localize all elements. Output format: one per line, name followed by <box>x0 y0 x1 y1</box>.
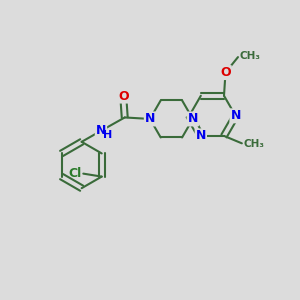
Text: O: O <box>118 90 129 103</box>
Text: N: N <box>196 129 206 142</box>
Text: N: N <box>96 124 106 137</box>
Text: N: N <box>188 112 198 125</box>
Text: Cl: Cl <box>69 167 82 179</box>
Text: N: N <box>230 109 241 122</box>
Text: CH₃: CH₃ <box>243 139 264 149</box>
Text: CH₃: CH₃ <box>239 51 260 61</box>
Text: N: N <box>145 112 155 125</box>
Text: H: H <box>103 130 112 140</box>
Text: O: O <box>220 66 231 79</box>
